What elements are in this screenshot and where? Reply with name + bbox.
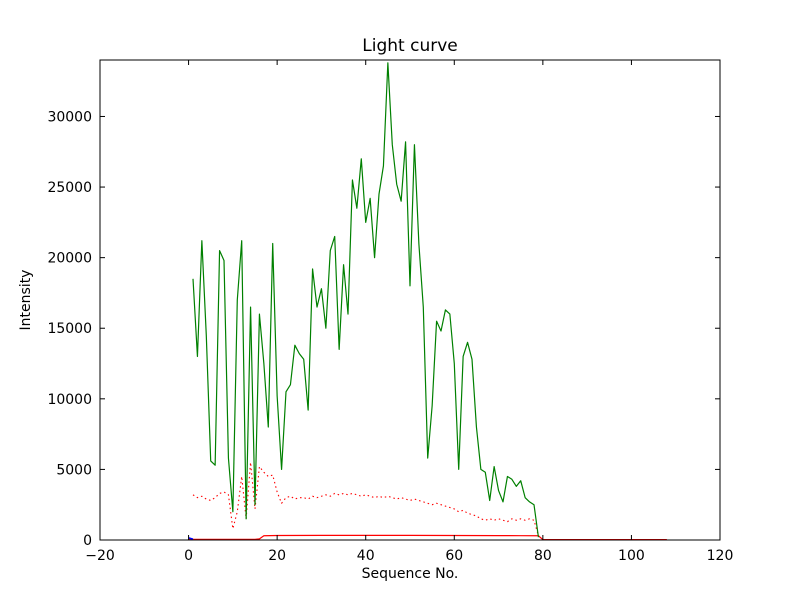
series-intensity-green: [192, 62, 540, 538]
x-tick-label: −20: [85, 548, 115, 564]
x-tick-label: 60: [445, 548, 463, 564]
y-tick-label: 20000: [47, 251, 92, 267]
x-tick-label: 0: [184, 548, 193, 564]
x-tick-label: 20: [268, 548, 286, 564]
y-tick-label: 5000: [56, 462, 92, 478]
y-tick-label: 0: [83, 533, 92, 549]
series-intensity-blue: [188, 537, 194, 540]
x-tick-label: 120: [707, 548, 734, 564]
series-intensity-solid-red: [188, 534, 667, 540]
axes-frame: [99, 59, 721, 541]
x-tick-label: 40: [357, 548, 375, 564]
x-axis-label: Sequence No.: [361, 566, 459, 582]
y-tick-label: 25000: [47, 180, 92, 196]
x-tick-label: 80: [534, 548, 552, 564]
chart-title: Light curve: [362, 36, 458, 56]
x-tick-label: 100: [618, 548, 645, 564]
y-tick-label: 15000: [47, 321, 92, 337]
series-intensity-dotted-red: [192, 461, 539, 536]
y-tick-label: 10000: [47, 392, 92, 408]
y-tick-label: 30000: [47, 109, 92, 125]
